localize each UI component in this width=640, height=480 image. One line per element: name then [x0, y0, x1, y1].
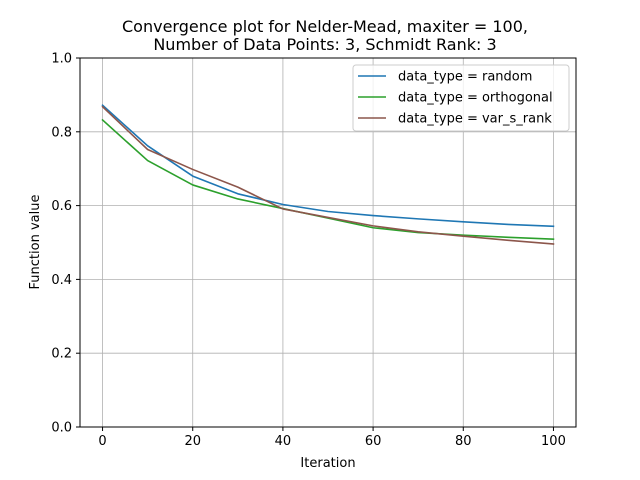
chart-title-line-1: Convergence plot for Nelder-Mead, maxite…	[122, 17, 528, 36]
x-axis-label: Iteration	[300, 456, 355, 471]
y-axis-label: Function value	[28, 195, 43, 290]
chart-title-line-2: Number of Data Points: 3, Schmidt Rank: …	[153, 35, 496, 54]
plot-area-frame	[79, 57, 577, 428]
x-tick-label: 20	[184, 434, 201, 449]
y-tick-label: 0.8	[51, 125, 72, 140]
x-axis-ticks: 0 20 40 60 80 100	[98, 427, 566, 449]
x-tick-label: 100	[541, 434, 566, 449]
y-tick-label: 0.6	[51, 199, 72, 214]
series-line-1	[101, 104, 555, 228]
y-tick-label: 1.0	[51, 52, 72, 67]
y-tick-label: 0.4	[51, 273, 72, 288]
series-line-3	[101, 105, 555, 245]
y-tick-label: 0.0	[51, 421, 72, 436]
y-tick-label: 0.2	[51, 347, 72, 362]
series-lines	[101, 104, 555, 245]
legend: data_type = random data_type = orthogonal…	[352, 64, 570, 132]
legend-entry-label: data_type = var_s_rank	[398, 112, 552, 127]
x-tick-label: 80	[455, 434, 472, 449]
y-axis-ticks: 0.0 0.2 0.4 0.6 0.8 1.0	[51, 52, 80, 436]
legend-entry-label: data_type = orthogonal	[398, 91, 553, 106]
x-tick-label: 40	[275, 434, 292, 449]
x-tick-label: 0	[98, 434, 106, 449]
legend-entry-label: data_type = random	[398, 70, 532, 85]
x-tick-label: 60	[365, 434, 382, 449]
legend-box	[352, 64, 570, 132]
grid-lines	[80, 57, 576, 428]
